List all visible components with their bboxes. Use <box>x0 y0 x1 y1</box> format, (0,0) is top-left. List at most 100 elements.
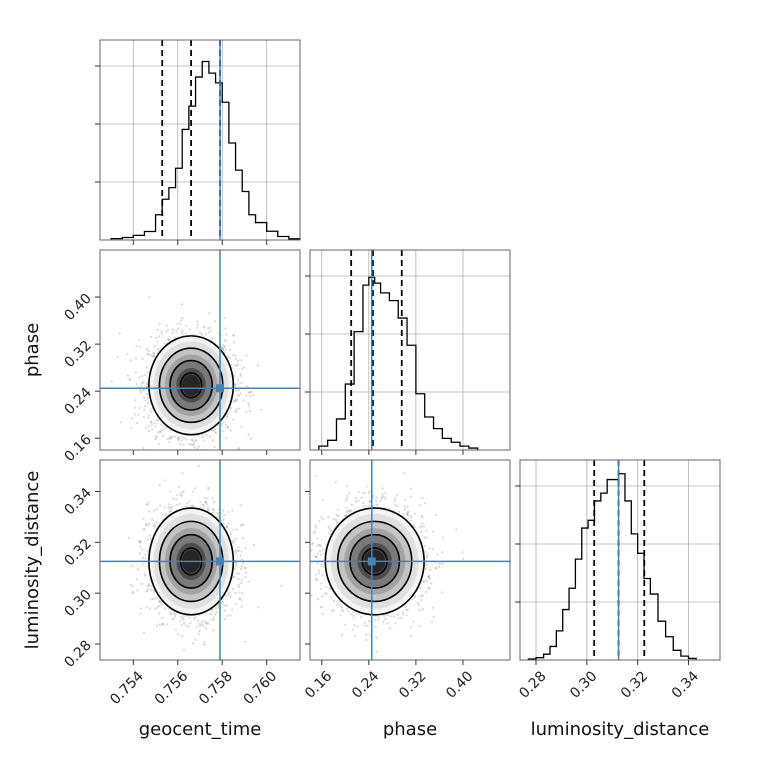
x-tick-label: 0.32 <box>396 668 429 701</box>
axes-frame <box>309 459 511 661</box>
sample-point <box>206 508 209 511</box>
sample-point <box>318 572 321 575</box>
sample-point <box>421 594 424 597</box>
sample-point <box>431 548 435 551</box>
sample-point <box>239 504 242 507</box>
sample-point <box>318 544 322 547</box>
sample-point <box>235 398 238 401</box>
sample-point <box>143 408 146 411</box>
sample-point <box>151 428 154 431</box>
sample-point <box>160 330 163 333</box>
sample-point <box>239 374 243 377</box>
sample-point <box>241 578 244 581</box>
panel-content <box>100 250 300 450</box>
sample-point <box>212 508 215 511</box>
sample-point <box>176 322 179 325</box>
sample-point <box>207 331 210 334</box>
sample-point <box>373 618 377 622</box>
sample-point <box>239 554 243 557</box>
sample-point <box>232 587 235 590</box>
sample-point <box>250 390 253 394</box>
sample-point <box>231 608 234 611</box>
sample-point <box>212 618 215 621</box>
sample-point <box>245 354 248 357</box>
histogram-step <box>527 473 697 660</box>
sample-point <box>200 333 204 336</box>
sample-point <box>412 596 416 599</box>
sample-point <box>168 510 171 513</box>
sample-point <box>139 391 142 394</box>
sample-point <box>311 542 314 545</box>
sample-point <box>241 524 244 527</box>
sample-point <box>222 345 226 348</box>
sample-point <box>212 629 215 632</box>
sample-point <box>161 623 164 626</box>
sample-point <box>134 399 137 402</box>
sample-point <box>154 607 157 610</box>
sample-point <box>145 524 148 527</box>
sample-point <box>318 550 321 553</box>
sample-point <box>406 505 409 509</box>
y-tick-label: 0.30 <box>61 587 94 620</box>
sample-point <box>143 528 146 531</box>
sample-point <box>176 436 179 439</box>
sample-point <box>229 595 232 598</box>
sample-point <box>234 537 237 541</box>
sample-point <box>409 634 413 638</box>
sample-point <box>242 399 245 402</box>
sample-point <box>248 391 251 395</box>
sample-point <box>425 555 429 558</box>
x-tick-label: 0.756 <box>152 668 192 708</box>
sample-point <box>138 388 142 391</box>
sample-point <box>153 352 156 356</box>
sample-point <box>424 550 427 553</box>
x-tick-label: 0.32 <box>618 668 651 701</box>
sample-point <box>232 576 235 579</box>
sample-point <box>198 331 202 335</box>
sample-point <box>227 594 230 597</box>
sample-point <box>342 609 345 612</box>
sample-point <box>146 381 149 385</box>
sample-point <box>148 607 152 610</box>
sample-point <box>210 618 213 621</box>
sample-point <box>257 606 260 609</box>
panel-hist-phase <box>305 249 511 455</box>
sample-point <box>203 500 207 503</box>
sample-point <box>204 627 208 630</box>
sample-point <box>180 616 183 619</box>
sample-point <box>179 494 182 497</box>
sample-point <box>316 597 320 601</box>
sample-point <box>172 612 175 615</box>
sample-point <box>169 507 172 510</box>
sample-point <box>237 389 241 392</box>
sample-point <box>329 528 333 531</box>
sample-point <box>200 620 204 623</box>
sample-point <box>237 585 241 589</box>
sample-point <box>375 496 378 499</box>
sample-point <box>181 635 184 638</box>
sample-point <box>181 472 184 475</box>
sample-point <box>382 620 385 624</box>
sample-point <box>168 437 171 440</box>
sample-point <box>191 504 194 508</box>
sample-point <box>348 510 351 513</box>
sample-point <box>128 378 132 381</box>
sample-point <box>226 425 229 428</box>
sample-point <box>306 547 308 549</box>
sample-point <box>152 355 155 358</box>
sample-point <box>360 616 363 619</box>
sample-point <box>142 563 145 566</box>
sample-point <box>155 521 158 524</box>
sample-point <box>201 436 204 439</box>
sample-point <box>191 444 194 447</box>
sample-point <box>240 381 243 385</box>
sample-point <box>167 503 170 506</box>
sample-point <box>234 563 237 566</box>
sample-point <box>320 606 323 609</box>
sample-point <box>423 544 426 548</box>
sample-point <box>320 545 323 548</box>
sample-point <box>231 539 234 543</box>
sample-point <box>139 539 142 543</box>
sample-point <box>353 624 356 627</box>
sample-point <box>142 380 145 384</box>
